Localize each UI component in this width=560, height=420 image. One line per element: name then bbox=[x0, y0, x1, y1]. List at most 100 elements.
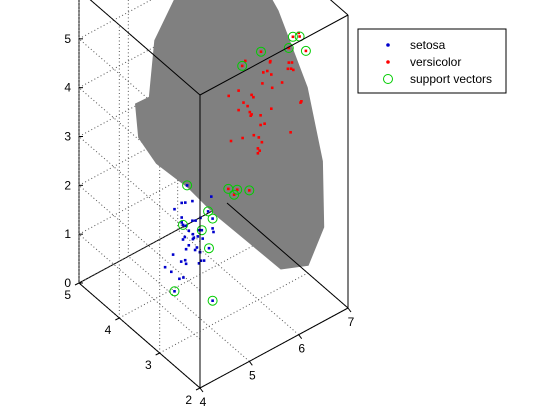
support-vector-marker bbox=[207, 295, 218, 306]
versicolor-point bbox=[270, 73, 273, 76]
versicolor-point bbox=[298, 35, 301, 38]
support-vector-marker bbox=[169, 286, 180, 297]
support-vector-marker bbox=[204, 243, 214, 254]
x-tick-label: 4 bbox=[200, 395, 207, 409]
support-vector-marker bbox=[196, 225, 207, 236]
versicolor-point bbox=[297, 31, 300, 35]
z-tick-label: 4 bbox=[64, 81, 71, 95]
y-tick-mark bbox=[195, 387, 201, 391]
versicolor-point bbox=[280, 81, 284, 84]
support-vector-marker bbox=[300, 45, 311, 56]
x-tick-mark bbox=[347, 307, 352, 313]
versicolor-point bbox=[290, 61, 294, 64]
versicolor-point bbox=[269, 59, 272, 63]
box-edge-top-front-x bbox=[199, 14, 349, 96]
versicolor-point bbox=[250, 93, 253, 97]
setosa-point bbox=[181, 238, 185, 241]
setosa-point bbox=[195, 246, 199, 249]
setosa-point bbox=[206, 210, 210, 213]
versicolor-point bbox=[248, 189, 251, 192]
support-vector-marker bbox=[207, 213, 218, 224]
versicolor-point bbox=[257, 136, 261, 139]
y-tick-label: 4 bbox=[105, 323, 112, 337]
versicolor-point bbox=[252, 95, 255, 99]
versicolor-point bbox=[242, 101, 245, 104]
setosa-point bbox=[173, 207, 176, 211]
setosa-point bbox=[181, 223, 185, 227]
box-edge-floor-right-y bbox=[226, 202, 349, 309]
legend-marker-versicolor bbox=[386, 60, 390, 64]
setosa-point bbox=[183, 258, 187, 262]
versicolor-point bbox=[289, 67, 293, 70]
setosa-point bbox=[183, 235, 187, 239]
setosa-point bbox=[180, 201, 183, 205]
setosa-point bbox=[171, 253, 175, 256]
setosa-point bbox=[197, 262, 201, 265]
box-edge-front-y bbox=[78, 282, 201, 389]
setosa-point bbox=[191, 219, 194, 222]
support-vector-marker bbox=[244, 185, 255, 196]
versicolor-point bbox=[261, 82, 264, 85]
setosa-point bbox=[173, 290, 176, 293]
legend-label-versicolor: versicolor bbox=[410, 55, 461, 69]
setosa-point bbox=[193, 248, 197, 252]
z-tick-label: 3 bbox=[64, 130, 71, 144]
versicolor-point bbox=[270, 86, 274, 90]
setosa-point bbox=[184, 224, 187, 228]
versicolor-point bbox=[237, 89, 240, 92]
x-tick-label: 6 bbox=[298, 342, 305, 356]
x-tick-mark bbox=[199, 387, 204, 393]
setosa-point bbox=[197, 228, 200, 232]
versicolor-point bbox=[240, 64, 244, 68]
versicolor-point bbox=[256, 152, 260, 155]
z-tick-label: 1 bbox=[64, 227, 71, 241]
y-tick-label: 2 bbox=[185, 393, 192, 407]
legend-label-support-vectors: support vectors bbox=[410, 72, 492, 86]
grid-line-sidewall-z bbox=[78, 87, 201, 194]
versicolor-point bbox=[250, 113, 253, 116]
legend-label-setosa: setosa bbox=[410, 38, 446, 52]
setosa-point bbox=[192, 236, 196, 240]
versicolor-point bbox=[246, 104, 249, 108]
versicolor-point bbox=[262, 71, 265, 74]
decision-surface bbox=[135, 0, 325, 270]
scatter-points bbox=[163, 31, 311, 306]
setosa-point bbox=[202, 259, 206, 262]
versicolor-point bbox=[229, 139, 233, 143]
legend-marker-setosa bbox=[386, 43, 390, 47]
setosa-point bbox=[180, 216, 183, 219]
setosa-point bbox=[201, 237, 204, 240]
grid-line-floor-x bbox=[128, 255, 250, 362]
setosa-point bbox=[196, 235, 200, 238]
support-vector-marker bbox=[178, 219, 188, 230]
grid-line-backwall-z bbox=[78, 0, 152, 40]
support-vector-marker bbox=[232, 184, 243, 195]
support-vector-marker bbox=[287, 31, 298, 42]
versicolor-point bbox=[232, 193, 236, 196]
versicolor-point bbox=[244, 59, 247, 63]
grid-line-sidewall-z bbox=[78, 136, 201, 242]
versicolor-point bbox=[259, 50, 263, 53]
grid-line-sidewall-z bbox=[78, 38, 201, 145]
legend: setosa versicolor support vectors bbox=[357, 28, 507, 94]
grid-line-floor-y bbox=[159, 272, 308, 354]
setosa-point bbox=[199, 259, 203, 262]
versicolor-point bbox=[248, 110, 252, 114]
axes-front-box bbox=[78, 0, 349, 389]
setosa-point bbox=[182, 276, 185, 279]
x-tick-label: 5 bbox=[249, 368, 256, 382]
grid-line-backwall-z bbox=[78, 202, 228, 284]
versicolor-point bbox=[287, 46, 291, 50]
versicolor-point bbox=[292, 68, 295, 72]
support-vector-marker bbox=[229, 189, 240, 200]
setosa-point bbox=[211, 299, 214, 302]
grid-line-sidewall-z bbox=[78, 184, 201, 291]
legend-box bbox=[357, 28, 507, 94]
versicolor-point bbox=[300, 100, 303, 103]
setosa-point bbox=[191, 199, 194, 203]
versicolor-point bbox=[227, 94, 230, 98]
versicolor-point bbox=[289, 131, 292, 134]
setosa-point bbox=[212, 230, 215, 234]
versicolor-point bbox=[260, 140, 264, 144]
